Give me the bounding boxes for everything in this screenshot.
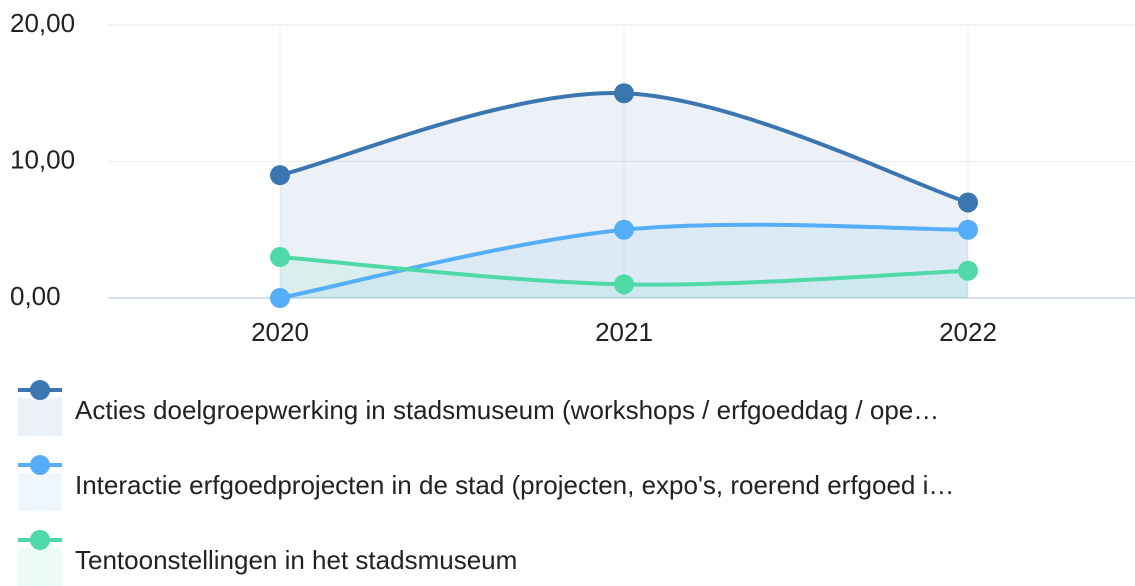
x-tick-label: 2022 [939, 317, 997, 347]
area [280, 257, 968, 298]
markers [270, 83, 978, 308]
legend-area-swatch [18, 548, 62, 586]
point [614, 274, 634, 295]
legend-marker [30, 530, 50, 550]
x-tick-label: 2021 [595, 317, 653, 347]
point [958, 260, 978, 281]
legend-marker [30, 380, 50, 400]
point [958, 219, 978, 240]
y-tick-label: 10,00 [10, 144, 75, 174]
area [280, 93, 968, 298]
point [270, 247, 290, 268]
legend-label: Interactie erfgoedprojecten in de stad (… [75, 470, 954, 500]
legend-label: Tentoonstellingen in het stadsmuseum [75, 545, 517, 575]
legend-label: Acties doelgroepwerking in stadsmuseum (… [75, 395, 939, 425]
y-tick-label: 20,00 [10, 8, 75, 38]
point [958, 192, 978, 213]
y-tick-label: 0,00 [10, 281, 61, 311]
point [270, 288, 290, 308]
point [270, 165, 290, 186]
legend-area-swatch [18, 473, 62, 511]
point [614, 83, 634, 104]
x-tick-label: 2020 [251, 317, 309, 347]
legend-marker [30, 455, 50, 475]
point [614, 219, 634, 240]
legend-area-swatch [18, 398, 62, 436]
